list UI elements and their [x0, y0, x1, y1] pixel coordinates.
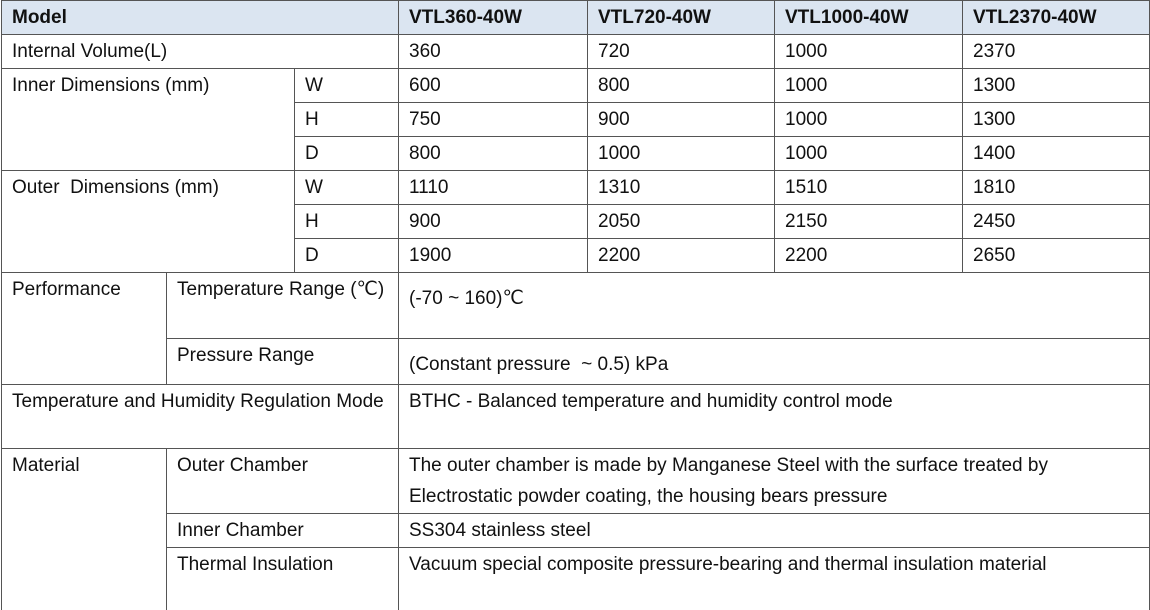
axis-label: H [294, 204, 399, 239]
value: 900 [398, 204, 588, 239]
value: 900 [587, 102, 775, 137]
sub-label: Pressure Range [166, 338, 399, 385]
value: 1000 [774, 102, 963, 137]
table-row: D 800 1000 1000 1400 [2, 136, 1150, 171]
model-name: VTL2370-40W [962, 0, 1150, 35]
value: 600 [398, 68, 588, 103]
value: (-70 ~ 160)℃ [398, 272, 1150, 339]
value: 1000 [587, 136, 775, 171]
group-label: Material [1, 448, 167, 610]
model-name: VTL1000-40W [774, 0, 963, 35]
value: 720 [587, 34, 775, 69]
row-label: Outer Dimensions (mm) [1, 170, 295, 273]
group-label: Performance [1, 272, 167, 385]
table-row: Temperature and Humidity Regulation Mode… [1, 384, 1150, 449]
axis-label: W [294, 68, 399, 103]
table-row: Pressure Range (Constant pressure ~ 0.5) … [2, 338, 1150, 385]
value: 2150 [774, 204, 963, 239]
value: 1000 [774, 34, 963, 69]
value: 1310 [587, 170, 775, 205]
value: 2450 [962, 204, 1150, 239]
value: 2050 [587, 204, 775, 239]
axis-label: W [294, 170, 399, 205]
value: 750 [398, 102, 588, 137]
value: 2200 [774, 238, 963, 273]
value: 1110 [398, 170, 588, 205]
value: 1900 [398, 238, 588, 273]
table-row: Thermal Insulation Vacuum special composi… [2, 547, 1150, 610]
sub-label: Thermal Insulation [166, 547, 399, 610]
value: 2650 [962, 238, 1150, 273]
table-row: Outer Dimensions (mm) W 1110 1310 1510 1810 [1, 170, 1150, 273]
value: 1510 [774, 170, 963, 205]
value: 1000 [774, 68, 963, 103]
value: 1810 [962, 170, 1150, 205]
axis-label: D [294, 136, 399, 171]
row-label: Temperature and Humidity Regulation Mode [1, 384, 399, 449]
value: 1300 [962, 68, 1150, 103]
value: 2200 [587, 238, 775, 273]
axis-label: D [294, 238, 399, 273]
axis-label: H [294, 102, 399, 137]
table-row: Inner Dimensions (mm) W 600 800 1000 1300 [1, 68, 1150, 171]
table-row: Inner Chamber SS304 stainless steel [2, 513, 1150, 548]
table-row: Material Outer Chamber The outer chamber i… [1, 448, 1150, 610]
value: 800 [587, 68, 775, 103]
table-row: D 1900 2200 2200 2650 [2, 238, 1150, 273]
value: Vacuum special composite pressure-bearin… [398, 547, 1150, 610]
value: 1400 [962, 136, 1150, 171]
header-label: Model [1, 0, 399, 35]
value: 360 [398, 34, 588, 69]
table-row: Performance Temperature Range (℃) (-70 ~ 1… [1, 272, 1150, 385]
table-row: H 900 2050 2150 2450 [2, 204, 1150, 239]
row-label: Inner Dimensions (mm) [1, 68, 295, 171]
value: (Constant pressure ~ 0.5) kPa [398, 338, 1150, 385]
table-row: Model VTL360-40W VTL720-40W VTL1000-40W VTL2… [1, 0, 1150, 35]
sub-label: Temperature Range (℃) [166, 272, 399, 339]
sub-label: Inner Chamber [166, 513, 399, 548]
value: BTHC - Balanced temperature and humidity… [398, 384, 1150, 449]
value: 2370 [962, 34, 1150, 69]
table-row: H 750 900 1000 1300 [2, 102, 1150, 137]
value: The outer chamber is made by Manganese S… [398, 448, 1150, 514]
value: 1300 [962, 102, 1150, 137]
value: 800 [398, 136, 588, 171]
sub-label: Outer Chamber [166, 448, 399, 514]
row-label: Internal Volume(L) [1, 34, 399, 69]
table-row: Internal Volume(L) 360 720 1000 2370 [1, 34, 1150, 69]
model-name: VTL360-40W [398, 0, 588, 35]
model-name: VTL720-40W [587, 0, 775, 35]
value: SS304 stainless steel [398, 513, 1150, 548]
value: 1000 [774, 136, 963, 171]
